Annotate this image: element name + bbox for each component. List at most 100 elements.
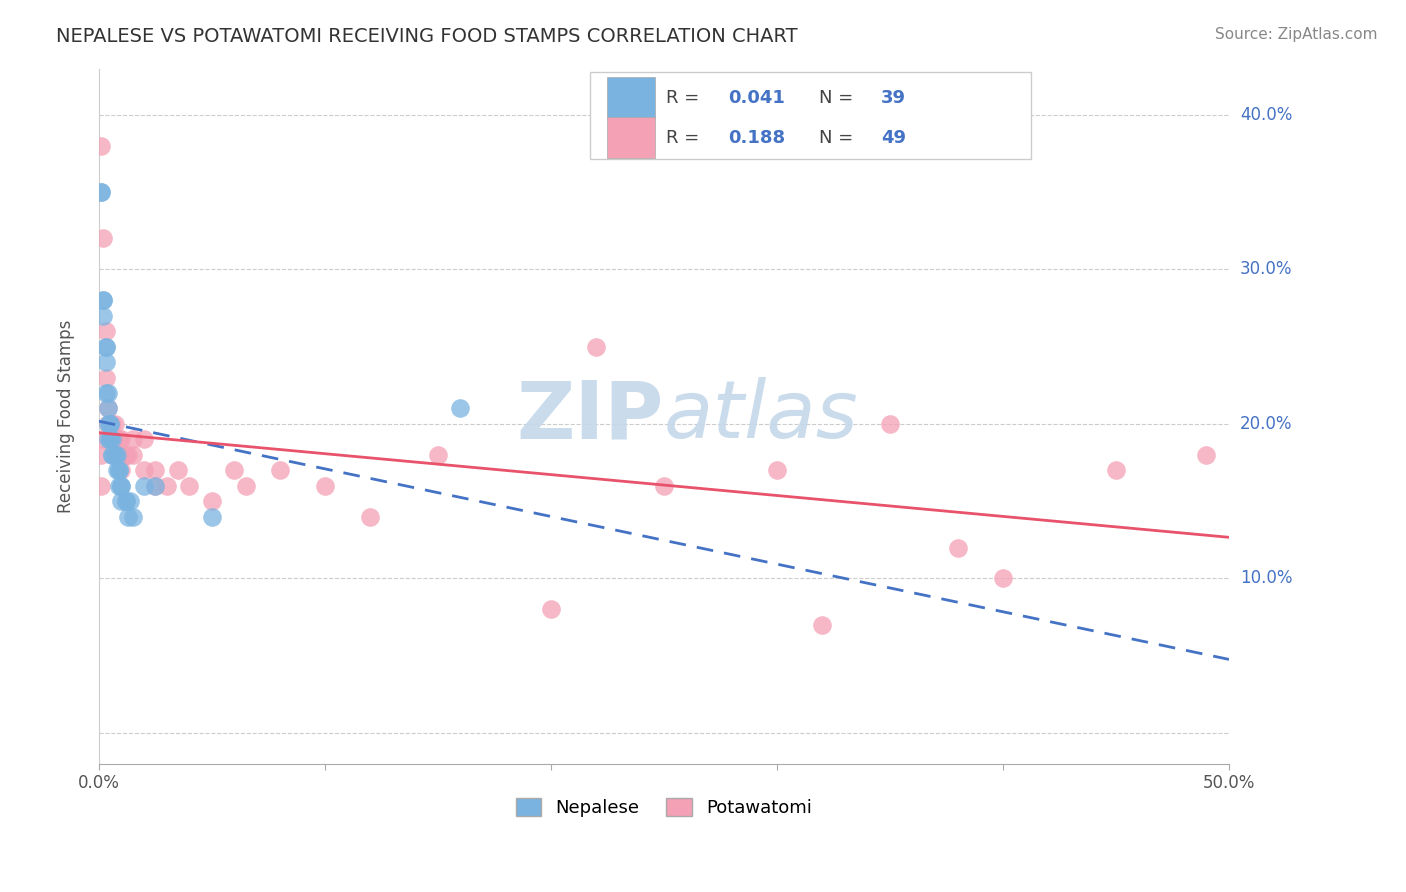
Point [98,433,121,447]
Point [201,494,224,508]
Text: 20.0%: 20.0% [1240,415,1292,433]
Point [101,433,124,447]
Point [94,370,117,384]
Point [98,433,121,447]
Point [97,417,120,431]
Point [652,479,675,493]
Point [97,401,120,416]
Point [94,355,117,369]
Point [91,433,114,447]
Point [94,340,117,354]
Point [90,185,112,199]
Point [94,340,117,354]
Point [104,448,127,462]
FancyBboxPatch shape [607,118,655,159]
Text: N =: N = [818,128,859,147]
Point [269,463,291,477]
Point [91,309,114,323]
Point [155,479,177,493]
Point [121,448,143,462]
Text: 49: 49 [882,128,905,147]
Point [98,417,121,431]
Point [105,448,128,462]
Point [90,479,112,493]
Point [879,417,901,431]
Point [224,463,246,477]
Point [105,448,128,462]
Point [97,433,120,447]
Point [97,417,120,431]
Point [585,340,607,354]
Legend: Nepalese, Potawatomi: Nepalese, Potawatomi [509,790,820,824]
Point [115,448,138,462]
Point [991,571,1014,585]
Text: 39: 39 [882,89,905,107]
Point [108,463,131,477]
Point [201,509,224,524]
Text: atlas: atlas [664,377,859,455]
Point [105,463,128,477]
Point [104,448,127,462]
Point [98,417,121,431]
Point [117,448,139,462]
Point [143,479,166,493]
Point [449,401,471,416]
Text: 40.0%: 40.0% [1240,106,1292,124]
Point [97,386,120,401]
Point [121,509,143,524]
Point [110,479,132,493]
Point [540,602,562,616]
FancyBboxPatch shape [607,78,655,119]
Point [359,509,381,524]
Point [120,494,142,508]
Point [104,433,127,447]
Y-axis label: Receiving Food Stamps: Receiving Food Stamps [58,319,75,513]
Point [117,509,139,524]
Point [91,293,114,308]
Point [101,448,124,462]
Point [167,463,190,477]
Text: N =: N = [818,89,859,107]
Point [91,293,114,308]
Point [143,479,166,493]
Text: 0.188: 0.188 [728,128,786,147]
Text: R =: R = [666,128,706,147]
Point [98,417,121,431]
Point [101,433,124,447]
Point [132,479,155,493]
Point [235,479,257,493]
Point [1105,463,1128,477]
Point [105,448,128,462]
Point [98,433,121,447]
Point [121,433,143,447]
Text: 30.0%: 30.0% [1240,260,1292,278]
Point [1195,448,1218,462]
Point [946,541,969,555]
Point [97,401,120,416]
Point [90,138,112,153]
Text: 10.0%: 10.0% [1240,569,1292,588]
Point [108,433,131,447]
Point [110,463,132,477]
Point [104,417,127,431]
FancyBboxPatch shape [591,72,1031,159]
Point [132,463,155,477]
Point [110,494,132,508]
Point [115,494,138,508]
Point [132,433,155,447]
Point [110,479,132,493]
Point [115,494,138,508]
Point [90,448,112,462]
Point [90,185,112,199]
Point [110,433,132,447]
Point [108,463,131,477]
Text: ZIP: ZIP [516,377,664,455]
Text: 0.041: 0.041 [728,89,785,107]
Text: Source: ZipAtlas.com: Source: ZipAtlas.com [1215,27,1378,42]
Point [314,479,336,493]
Point [143,463,166,477]
Text: NEPALESE VS POTAWATOMI RECEIVING FOOD STAMPS CORRELATION CHART: NEPALESE VS POTAWATOMI RECEIVING FOOD ST… [56,27,797,45]
Point [179,479,201,493]
Text: R =: R = [666,89,706,107]
Point [101,417,124,431]
